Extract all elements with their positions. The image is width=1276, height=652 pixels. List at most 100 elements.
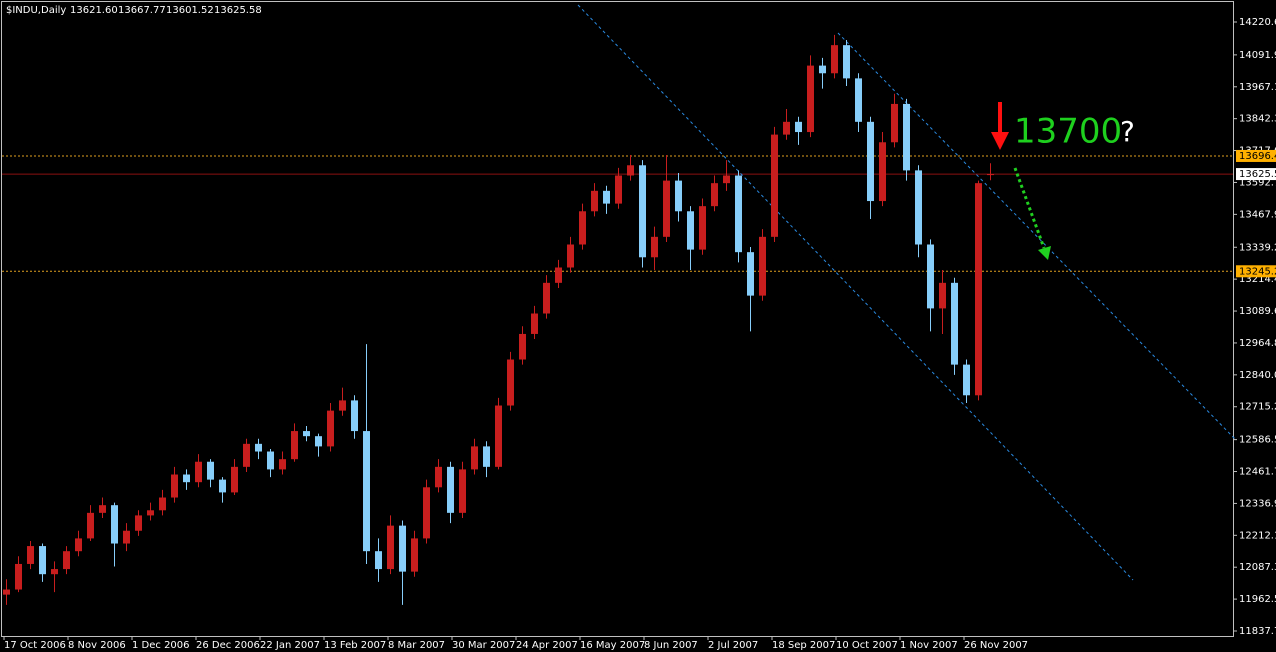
channel-line: [577, 4, 1134, 581]
candle-body: [819, 65, 826, 74]
candle-body: [699, 206, 706, 250]
candle-body: [807, 65, 814, 133]
y-tick-label: 13467.90: [1239, 209, 1276, 220]
y-tick-label: 13214.45: [1239, 274, 1276, 285]
candle-body: [39, 546, 46, 575]
candle-body: [975, 183, 982, 396]
header-low: 13601.52: [166, 5, 214, 16]
y-tick-label: 11962.50: [1239, 594, 1276, 605]
candle-body: [375, 551, 382, 570]
y-tick-label: 14091.95: [1239, 50, 1276, 61]
candle-body: [291, 431, 298, 460]
candle-body: [303, 431, 310, 437]
candle-body: [987, 174, 994, 176]
candle-body: [855, 78, 862, 122]
candle-body: [891, 103, 898, 143]
candle-body: [435, 466, 442, 488]
candle-body: [399, 525, 406, 572]
y-tick-label: 12964.80: [1239, 338, 1276, 349]
candle-body: [183, 474, 190, 483]
candles: [3, 34, 994, 605]
x-tick-label: 16 May 2007: [580, 640, 645, 651]
channel-line: [837, 32, 1237, 441]
candle-body: [171, 474, 178, 498]
annotation-mark: ?: [1120, 115, 1135, 148]
y-tick-label: 13967.10: [1239, 82, 1276, 93]
candle-body: [339, 400, 346, 411]
candle-body: [747, 252, 754, 296]
candle-body: [159, 497, 166, 511]
candle-body: [495, 405, 502, 467]
x-tick-label: 10 Oct 2007: [836, 640, 898, 651]
candle-body: [711, 183, 718, 207]
candle-body: [531, 313, 538, 334]
candle-body: [879, 142, 886, 202]
header-close: 13625.58: [214, 5, 262, 16]
red-arrow: [991, 102, 1009, 150]
candle-body: [687, 211, 694, 250]
y-tick-label: 12087.30: [1239, 562, 1276, 573]
level-label: 13625.58: [1239, 169, 1276, 180]
candle-body: [411, 538, 418, 572]
candle-body: [315, 436, 322, 447]
levels: [2, 155, 1233, 272]
x-tick-label: 1 Nov 2007: [900, 640, 958, 651]
candle-body: [483, 446, 490, 467]
candle-body: [207, 461, 214, 480]
candle-body: [603, 190, 610, 204]
candle-body: [75, 538, 82, 552]
candle-body: [507, 359, 514, 406]
candle-body: [51, 569, 58, 575]
candle-body: [771, 134, 778, 237]
candle-body: [231, 466, 238, 493]
y-tick-label: 12715.20: [1239, 402, 1276, 413]
candle-body: [951, 282, 958, 365]
candle-body: [555, 267, 562, 283]
candle-body: [519, 333, 526, 360]
annotation: 13700: [1014, 112, 1122, 152]
y-tick-label: 12586.50: [1239, 435, 1276, 446]
candle-body: [567, 244, 574, 268]
candle-body: [867, 121, 874, 202]
x-tick-label: 24 Apr 2007: [516, 640, 578, 651]
candle-body: [795, 121, 802, 133]
candle-body: [15, 563, 22, 590]
candle-body: [147, 510, 154, 516]
header-high: 13667.77: [118, 5, 166, 16]
candle-body: [735, 175, 742, 253]
candle-body: [939, 282, 946, 309]
x-tick-label: 30 Mar 2007: [452, 640, 515, 651]
y-tick-label: 13592.75: [1239, 177, 1276, 188]
x-tick-label: 22 Jan 2007: [260, 640, 320, 651]
candle-body: [195, 461, 202, 483]
candle-body: [963, 364, 970, 396]
candle-body: [87, 512, 94, 539]
y-tick-label: 14220.60: [1239, 17, 1276, 28]
header-open: 13621.60: [70, 5, 118, 16]
candle-body: [123, 530, 130, 544]
candle-body: [723, 175, 730, 184]
candle-body: [651, 236, 658, 258]
x-tick-label: 26 Dec 2006: [196, 640, 260, 651]
candle-body: [915, 170, 922, 245]
x-tick-label: 18 Sep 2007: [772, 640, 835, 651]
plot-frame: [1, 1, 1234, 637]
candle-body: [135, 515, 142, 531]
candle-body: [783, 121, 790, 135]
candle-body: [267, 451, 274, 470]
candle-body: [99, 505, 106, 513]
candle-body: [327, 410, 334, 447]
y-tick-label: 13842.35: [1239, 114, 1276, 125]
candle-body: [663, 180, 670, 237]
candle-body: [255, 443, 262, 452]
level-label: 13245.23: [1239, 266, 1276, 277]
candle-body: [639, 165, 646, 258]
green-arrow: [1013, 167, 1051, 260]
candle-body: [843, 45, 850, 79]
x-tick-label: 17 Oct 2006: [4, 640, 66, 651]
candle-body: [675, 180, 682, 212]
candle-body: [759, 236, 766, 296]
candle-body: [927, 244, 934, 309]
level-tag: [1236, 265, 1276, 278]
